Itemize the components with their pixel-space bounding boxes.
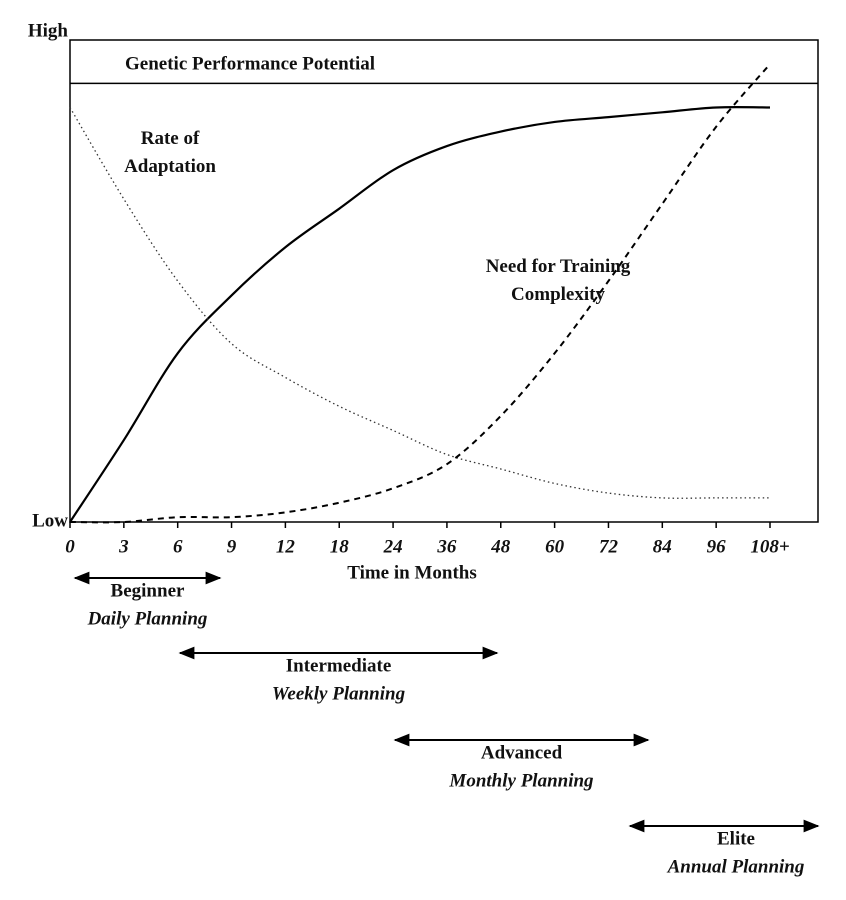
x-tick-label: 6 [173, 536, 183, 557]
series-label: Need for Training Complexity [486, 256, 631, 305]
x-axis-label: Time in Months [347, 562, 477, 583]
phase-name: Elite [717, 828, 755, 849]
phase-planning: Annual Planning [667, 856, 805, 877]
x-tick-label: 84 [653, 536, 672, 557]
series-label: Rate of Adaptation [124, 128, 216, 177]
x-tick-label: 24 [383, 536, 403, 557]
phase-name: Beginner [111, 580, 185, 601]
x-tick-label: 36 [436, 536, 457, 557]
x-tick-label: 60 [545, 536, 565, 557]
x-tick-label: 0 [65, 536, 75, 557]
phase-planning: Daily Planning [87, 608, 208, 629]
reference-label: Genetic Performance Potential [125, 54, 375, 75]
x-tick-label: 108+ [750, 536, 789, 557]
y-tick-label: Low [32, 510, 68, 531]
x-tick-label: 72 [599, 536, 619, 557]
phase-name: Intermediate [286, 655, 392, 676]
x-tick-label: 18 [330, 536, 350, 557]
x-tick-label: 3 [118, 536, 129, 557]
x-tick-label: 9 [227, 536, 237, 557]
plot-frame [69, 39, 819, 523]
phase-planning: Weekly Planning [272, 683, 405, 704]
series-line [69, 106, 771, 523]
x-tick-label: 48 [490, 536, 511, 557]
series-line [69, 63, 771, 524]
x-tick-label: 12 [276, 536, 296, 557]
x-tick-label: 96 [707, 536, 727, 557]
y-tick-label: High [28, 20, 69, 41]
phase-name: Advanced [481, 742, 563, 763]
phase-planning: Monthly Planning [448, 770, 593, 791]
